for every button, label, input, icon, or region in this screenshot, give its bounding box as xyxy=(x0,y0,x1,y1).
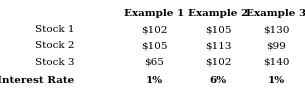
Text: $113: $113 xyxy=(205,41,231,50)
Text: Example 1: Example 1 xyxy=(124,9,184,18)
Text: 1%: 1% xyxy=(267,76,285,85)
Text: $105: $105 xyxy=(141,41,167,50)
Text: 1%: 1% xyxy=(145,76,163,85)
Text: Stock 3: Stock 3 xyxy=(35,58,75,67)
Text: $105: $105 xyxy=(205,25,231,34)
Text: Stock 1: Stock 1 xyxy=(35,25,75,34)
Text: Example 2: Example 2 xyxy=(188,9,248,18)
Text: $65: $65 xyxy=(144,58,164,67)
Text: $130: $130 xyxy=(263,25,289,34)
Text: Interest Rate: Interest Rate xyxy=(0,76,75,85)
Text: Stock 2: Stock 2 xyxy=(35,41,75,50)
Text: $102: $102 xyxy=(141,25,167,34)
Text: $140: $140 xyxy=(263,58,289,67)
Text: $102: $102 xyxy=(205,58,231,67)
Text: 6%: 6% xyxy=(210,76,227,85)
Text: $99: $99 xyxy=(266,41,286,50)
Text: Example 3: Example 3 xyxy=(246,9,305,18)
